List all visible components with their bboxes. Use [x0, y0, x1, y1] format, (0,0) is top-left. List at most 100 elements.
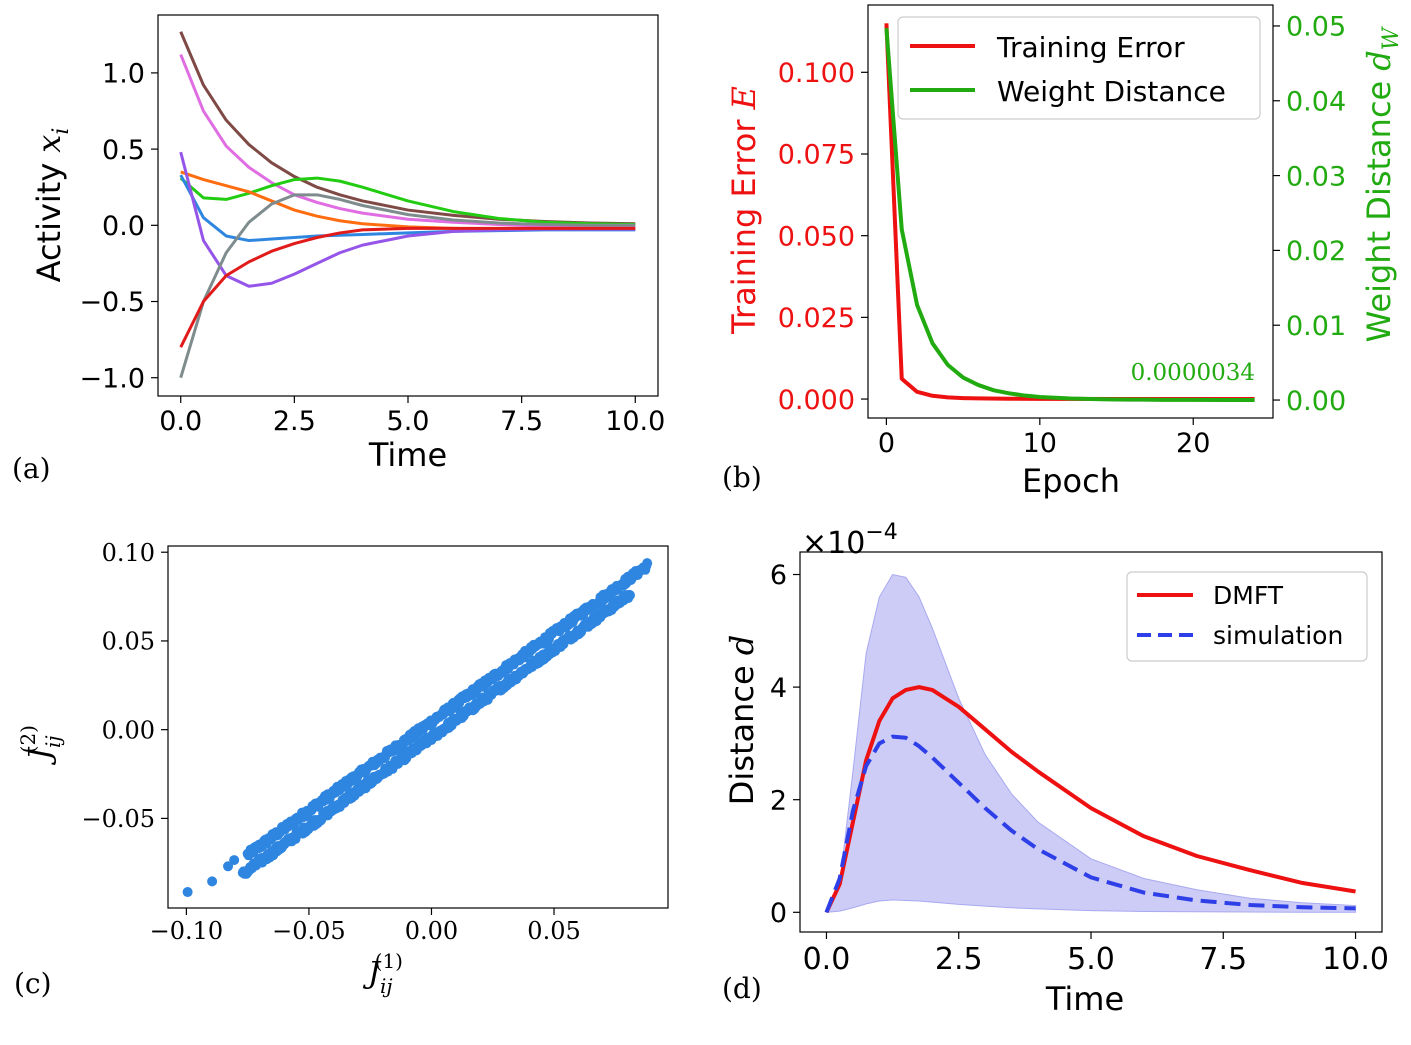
b-xtick-label: 10	[1023, 428, 1057, 459]
a-xtick-label: 10.0	[605, 406, 665, 437]
scatter-point	[223, 861, 234, 872]
b-ytick-tick-label: 0.000	[778, 385, 855, 416]
b-xtick-label: 0	[878, 428, 895, 459]
a-ytick-tick-label: −1.0	[79, 363, 145, 394]
series-line-d-simulation	[824, 734, 1356, 914]
a-xtick-label: 5.0	[387, 406, 430, 437]
b-ytick-tick-label: 0.075	[778, 140, 855, 171]
scatter-point	[182, 887, 193, 898]
c-xtick-label: 0.00	[405, 917, 458, 945]
b-y2tick-tick-label: 0.02	[1286, 236, 1346, 267]
d-ytick-tick-label: 4	[770, 673, 787, 704]
y-axis-label-c: Jij(2)	[16, 725, 65, 766]
b-y2tick-tick-label: 0.00	[1286, 386, 1346, 417]
c-xtick-label: −0.10	[150, 917, 224, 945]
legend-label-dmft: DMFT	[1213, 581, 1284, 610]
b-y2tick-tick-label: 0.01	[1286, 311, 1346, 342]
d-ytick-tick-label: 0	[770, 898, 787, 929]
x-axis-label-c-sup: (1)	[375, 949, 403, 973]
b-y2tick-tick-label: 0.03	[1286, 161, 1346, 192]
series-line-a-1	[179, 54, 636, 230]
x-axis-label-a: Time	[368, 436, 447, 474]
b-ytick-tick-label: 0.100	[778, 58, 855, 89]
scale-label-d-exp: −4	[865, 520, 897, 545]
legend-label-weight-distance: Weight Distance	[997, 75, 1226, 108]
x-axis-label-c-sub: ij	[380, 974, 393, 998]
c-ytick-tick-label: −0.05	[81, 805, 155, 833]
panel-label-d: (d)	[722, 972, 762, 1005]
y-axis-label-b: Training Error E	[725, 86, 763, 335]
a-ytick-tick-label: −0.5	[79, 287, 145, 318]
y-axis-label-b-var: E	[725, 86, 763, 110]
series-line-a-6	[179, 193, 636, 379]
b-ytick-tick-label: 0.025	[778, 303, 855, 334]
y2-axis-label-b: Weight Distance dW	[1360, 25, 1404, 342]
b-y2tick-tick-label: 0.05	[1286, 12, 1346, 43]
ticks-d: 0.0 2.5 5.0 7.5 10.0 0 2 4 6	[770, 560, 1389, 977]
y-axis-label-a-sub: i	[49, 128, 74, 135]
plot-frame-b	[867, 4, 1274, 419]
y-axis-label-d-var: d	[723, 635, 761, 655]
d-xtick-label: 5.0	[1067, 942, 1115, 977]
y-axis-label-d: Distance d	[723, 635, 761, 805]
scale-label-d-base: ×10	[802, 526, 865, 561]
a-ytick-tick-label: 0.5	[102, 135, 145, 166]
b-ytick-tick-label: 0.050	[778, 221, 855, 252]
a-xtick-label: 0.0	[159, 406, 202, 437]
a-ytick-tick-label: 0.0	[102, 211, 145, 242]
y-axis-label-c-sub: ij	[41, 735, 65, 748]
legend-label-training-error: Training Error	[996, 31, 1185, 64]
y-axis-label-a-var: x	[30, 135, 68, 153]
series-line-a-2	[179, 176, 636, 227]
c-xtick-label: −0.05	[272, 917, 346, 945]
y-axis-label-a: Activity xi	[30, 128, 74, 283]
scatter-point	[642, 558, 653, 569]
annotation-final-weight-distance: 0.0000034	[1131, 360, 1255, 386]
d-xtick-label: 0.0	[803, 942, 851, 977]
series-line-b-weight-distance	[884, 28, 1255, 403]
a-xtick-label: 7.5	[500, 406, 543, 437]
ticks-c: −0.10 −0.05 0.00 0.05 −0.05 0.00 0.05 0.10	[81, 539, 580, 945]
c-ytick-tick-label: 0.05	[102, 628, 155, 656]
c-ytick-tick-label: 0.00	[102, 716, 155, 744]
b-y2tick-tick-label: 0.04	[1286, 86, 1346, 117]
scatter-point	[229, 855, 240, 866]
b-xtick-label: 20	[1176, 428, 1210, 459]
d-ytick-tick-label: 2	[770, 785, 787, 816]
a-xtick-label: 2.5	[273, 406, 316, 437]
y2-axis-label-b-sub: W	[1379, 25, 1404, 50]
panel-label-c: (c)	[14, 967, 52, 1000]
legend-d: DMFT simulation	[1126, 571, 1368, 662]
x-axis-label-d: Time	[1045, 980, 1124, 1018]
panel-c: −0.10 −0.05 0.00 0.05 −0.05 0.00 0.05 0.10 Jij(…	[14, 539, 669, 1000]
y-axis-label-a-text: Activity	[30, 163, 68, 283]
d-xtick-label: 10.0	[1322, 942, 1389, 977]
d-ytick-tick-label: 6	[770, 560, 787, 591]
series-line-a-7	[179, 226, 636, 348]
series-line-a-4	[179, 174, 636, 243]
series-group-b	[884, 23, 1255, 403]
panel-label-b: (b)	[722, 461, 762, 494]
ticks-a: 0.0 2.5 5.0 7.5 10.0 −1.0 −0.5 0.0 0.5 1.0	[79, 59, 665, 437]
plot-frame-c	[167, 545, 669, 909]
series-line-d-dmft	[824, 685, 1356, 914]
scatter-point	[625, 590, 636, 601]
scale-label-d: ×10−4	[802, 520, 898, 561]
scatter-point	[207, 876, 218, 887]
uncertainty-band-d	[825, 573, 1357, 913]
legend-box-b	[897, 16, 1261, 120]
c-ytick-tick-label: 0.10	[102, 539, 155, 567]
d-xtick-label: 2.5	[935, 942, 983, 977]
series-line-a-0	[179, 31, 636, 226]
panel-a: 0.0 2.5 5.0 7.5 10.0 −1.0 −0.5 0.0 0.5 1.0 Time A…	[12, 14, 665, 485]
legend-label-simulation: simulation	[1213, 621, 1343, 650]
y-axis-label-c-sup: (2)	[16, 725, 40, 753]
y2-axis-label-b-var: d	[1360, 50, 1398, 70]
scatter-points-c	[182, 558, 653, 898]
c-xtick-label: 0.05	[527, 917, 580, 945]
y2-axis-label-b-text: Weight Distance	[1360, 81, 1398, 343]
series-group-d	[824, 573, 1357, 914]
panel-d: 0.0 2.5 5.0 7.5 10.0 0 2 4 6 ×10−4 DMFT simulati…	[722, 520, 1389, 1018]
x-axis-label-b: Epoch	[1022, 462, 1120, 500]
